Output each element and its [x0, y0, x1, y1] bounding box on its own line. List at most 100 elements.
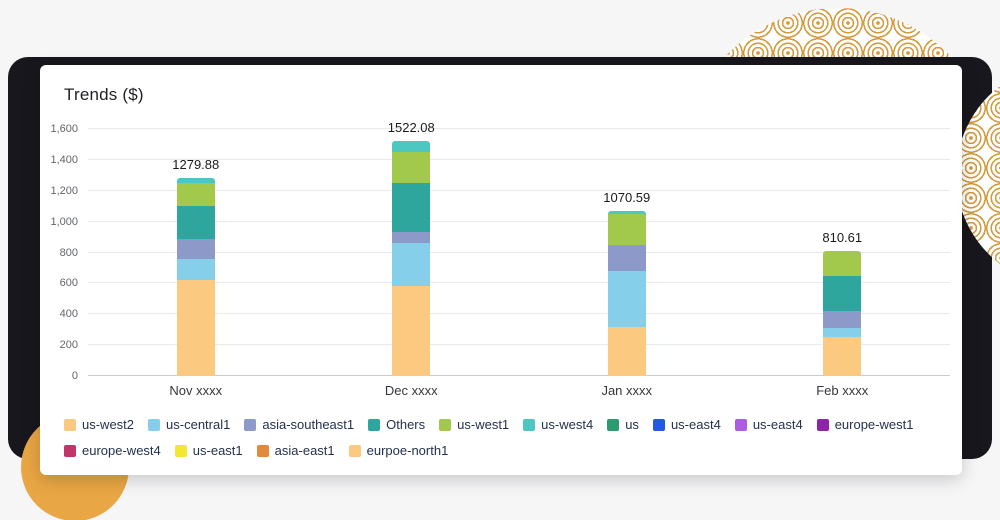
legend-label: asia-east1 [274, 443, 335, 458]
legend-item-eurpoe-north1[interactable]: eurpoe-north1 [348, 443, 448, 458]
bar-slot: 1279.88 [88, 129, 304, 376]
bar-segment-asia-southeast1[interactable] [823, 311, 862, 329]
x-axis-label: Feb xxxx [816, 383, 869, 398]
legend-label: us [625, 417, 639, 432]
bar-segment-us-west2[interactable] [392, 286, 431, 376]
legend-item-us-west1[interactable]: us-west1 [439, 417, 509, 432]
stacked-bar [176, 129, 215, 376]
bar-segment-us-west2[interactable] [607, 326, 646, 376]
legend-row: us-west2 us-central1 asia-southeast1 Others… [64, 417, 942, 432]
bar-segment-Others[interactable] [176, 206, 215, 239]
legend-label: us-east4 [670, 417, 721, 432]
legend-item-asia-east1[interactable]: asia-east1 [256, 443, 335, 458]
trends-card: Trends ($) 1279.88 1522.08 1070.59 810.61 0… [40, 65, 962, 475]
bar-segment-us-west4[interactable] [607, 210, 646, 214]
legend-item-us-central1[interactable]: us-central1 [148, 417, 230, 432]
legend-swatch-icon [607, 418, 620, 431]
bar-segment-asia-southeast1[interactable] [392, 232, 431, 244]
x-axis-label: Dec xxxx [384, 383, 438, 398]
y-tick-label: 800 [59, 246, 78, 259]
bar-segment-asia-southeast1[interactable] [176, 238, 215, 259]
y-tick-label: 1,600 [50, 123, 78, 135]
y-tick-label: 1,200 [50, 184, 78, 197]
legend-item-us[interactable]: us [607, 417, 639, 432]
y-tick-label: 0 [71, 370, 78, 382]
gridline [88, 158, 950, 160]
legend-swatch-icon [368, 418, 381, 431]
bars-container: 1279.88 1522.08 1070.59 810.61 [88, 120, 950, 376]
x-axis-labels: Nov xxxx Dec xxxx Jan xxxx Feb xxxx [88, 383, 950, 398]
legend-item-us-west2[interactable]: us-west2 [64, 417, 134, 432]
legend-item-Others[interactable]: Others [368, 417, 425, 432]
legend-item-us-west4[interactable]: us-west4 [523, 417, 593, 432]
chart-title: Trends ($) [64, 85, 144, 104]
legend-item-europe-west4[interactable]: europe-west4 [64, 443, 161, 458]
legend-item-us-east4[interactable]: us-east4 [652, 417, 721, 432]
legend-label: us-central1 [166, 417, 231, 432]
legend-swatch-icon [256, 444, 269, 457]
legend-swatch-icon [348, 444, 361, 457]
y-tick-label: 1,000 [50, 215, 78, 228]
legend-label: us-east4 [752, 417, 803, 432]
gridline [88, 282, 950, 284]
bar-segment-us-west4[interactable] [392, 141, 431, 153]
bar-segment-us-west1[interactable] [176, 183, 215, 207]
legend-swatch-icon [174, 444, 187, 457]
stacked-bar [607, 129, 646, 376]
legend-label: asia-southeast1 [262, 417, 355, 432]
gridline [88, 251, 950, 253]
legend-item-us-east4[interactable]: us-east4 [734, 417, 803, 432]
legend-swatch-icon [734, 418, 747, 431]
legend-swatch-icon [64, 444, 76, 457]
bar-segment-us-central1[interactable] [392, 243, 431, 287]
bar-segment-us-central1[interactable] [823, 328, 862, 338]
bar-segment-us-west4[interactable] [176, 178, 215, 184]
legend-swatch-icon [64, 418, 76, 431]
legend-item-europe-west1[interactable]: europe-west1 [816, 417, 914, 432]
legend-label: us-east1 [192, 443, 243, 458]
bar-segment-us-west1[interactable] [392, 152, 431, 184]
legend-swatch-icon [816, 418, 829, 431]
legend-swatch-icon [523, 418, 536, 431]
y-tick-label: 1,400 [50, 153, 78, 166]
bar-segment-us-west1[interactable] [607, 213, 646, 245]
bar-segment-asia-southeast1[interactable] [607, 244, 646, 272]
y-tick-label: 200 [59, 339, 78, 352]
legend-row: europe-west4 us-east1 asia-east1 eurpoe-nor… [64, 443, 942, 458]
y-tick-label: 600 [59, 277, 78, 290]
stacked-bar [823, 129, 862, 376]
legend-swatch-icon [439, 418, 452, 431]
legend-label: us-west1 [457, 417, 510, 432]
y-tick-label: 400 [59, 308, 78, 321]
legend-label: europe-west4 [82, 443, 161, 458]
bar-total-label: 1522.08 [387, 120, 435, 136]
bar-segment-us-west1[interactable] [823, 250, 862, 276]
bar-segment-us-central1[interactable] [176, 258, 215, 281]
x-axis-label: Jan xxxx [601, 383, 653, 398]
legend-label: Others [386, 417, 426, 432]
bar-segment-Others[interactable] [823, 275, 862, 312]
legend-item-us-east1[interactable]: us-east1 [174, 443, 243, 458]
stacked-bar [392, 129, 431, 376]
gridline [88, 189, 950, 191]
legend-label: europe-west1 [834, 417, 914, 432]
bar-segment-Others[interactable] [392, 183, 431, 233]
gridline [88, 220, 950, 222]
bar-slot: 1522.08 [304, 120, 520, 376]
legend-swatch-icon [148, 418, 161, 431]
gridline [88, 375, 950, 376]
bar-segment-us-west2[interactable] [176, 280, 215, 376]
bar-segment-us-west2[interactable] [823, 337, 862, 376]
x-axis-label: Nov xxxx [169, 383, 223, 398]
legend-item-asia-southeast1[interactable]: asia-southeast1 [244, 417, 354, 432]
bar-total-label: 1070.59 [603, 189, 651, 205]
legend-swatch-icon [652, 418, 665, 431]
bar-total-label: 1279.88 [172, 157, 220, 173]
bar-slot: 1070.59 [519, 129, 735, 376]
gridline [88, 344, 950, 346]
plot-area: 1279.88 1522.08 1070.59 810.61 0 200 400 600 80… [50, 120, 950, 382]
bar-segment-us-central1[interactable] [607, 271, 646, 327]
bar-total-label: 810.61 [822, 229, 863, 245]
legend-label: us-west4 [541, 417, 594, 432]
